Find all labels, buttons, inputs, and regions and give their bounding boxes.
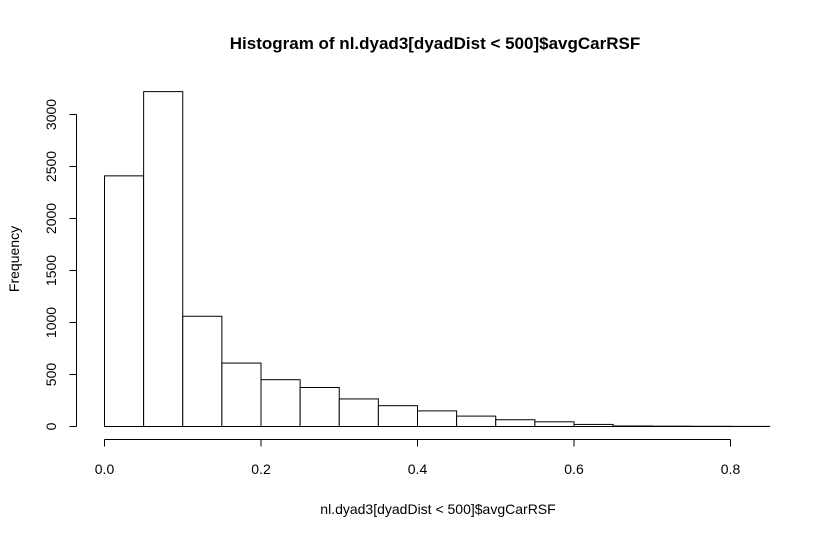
histogram-bar — [612, 425, 653, 428]
y-axis: 0 500 1000 1500 2000 2500 3000 — [43, 99, 77, 430]
histogram-bar — [573, 423, 614, 428]
histogram-bar — [143, 91, 184, 428]
histogram-bar — [456, 415, 497, 428]
histogram-bar — [417, 410, 458, 427]
x-axis: 0.0 0.2 0.4 0.6 0.8 — [95, 439, 741, 477]
x-tick-label: 0.0 — [95, 461, 115, 477]
histogram-bar — [260, 379, 301, 428]
x-tick-label: 0.6 — [564, 461, 584, 477]
y-tick-label: 1500 — [43, 255, 59, 286]
histogram-bar — [104, 175, 145, 427]
y-tick-label: 500 — [43, 363, 59, 387]
y-axis-label: Frequency — [6, 226, 22, 292]
histogram-bar — [221, 362, 262, 427]
y-tick-label: 2000 — [43, 203, 59, 234]
histogram-bar — [338, 398, 379, 428]
histogram-bar — [534, 421, 575, 428]
histogram-bar — [182, 315, 223, 428]
bars-group — [104, 91, 771, 428]
x-tick-label: 0.4 — [408, 461, 428, 477]
y-tick-label: 2500 — [43, 151, 59, 182]
y-tick-label: 0 — [43, 422, 59, 430]
y-tick-label: 3000 — [43, 99, 59, 130]
x-tick-label: 0.2 — [251, 461, 271, 477]
chart-title: Histogram of nl.dyad3[dyadDist < 500]$av… — [230, 34, 640, 53]
x-axis-label: nl.dyad3[dyadDist < 500]$avgCarRSF — [320, 501, 555, 517]
histogram-bar — [495, 419, 536, 427]
y-tick-label: 1000 — [43, 307, 59, 338]
x-tick-label: 0.8 — [721, 461, 741, 477]
histogram-bar — [299, 387, 340, 427]
histogram-bar — [377, 405, 418, 428]
